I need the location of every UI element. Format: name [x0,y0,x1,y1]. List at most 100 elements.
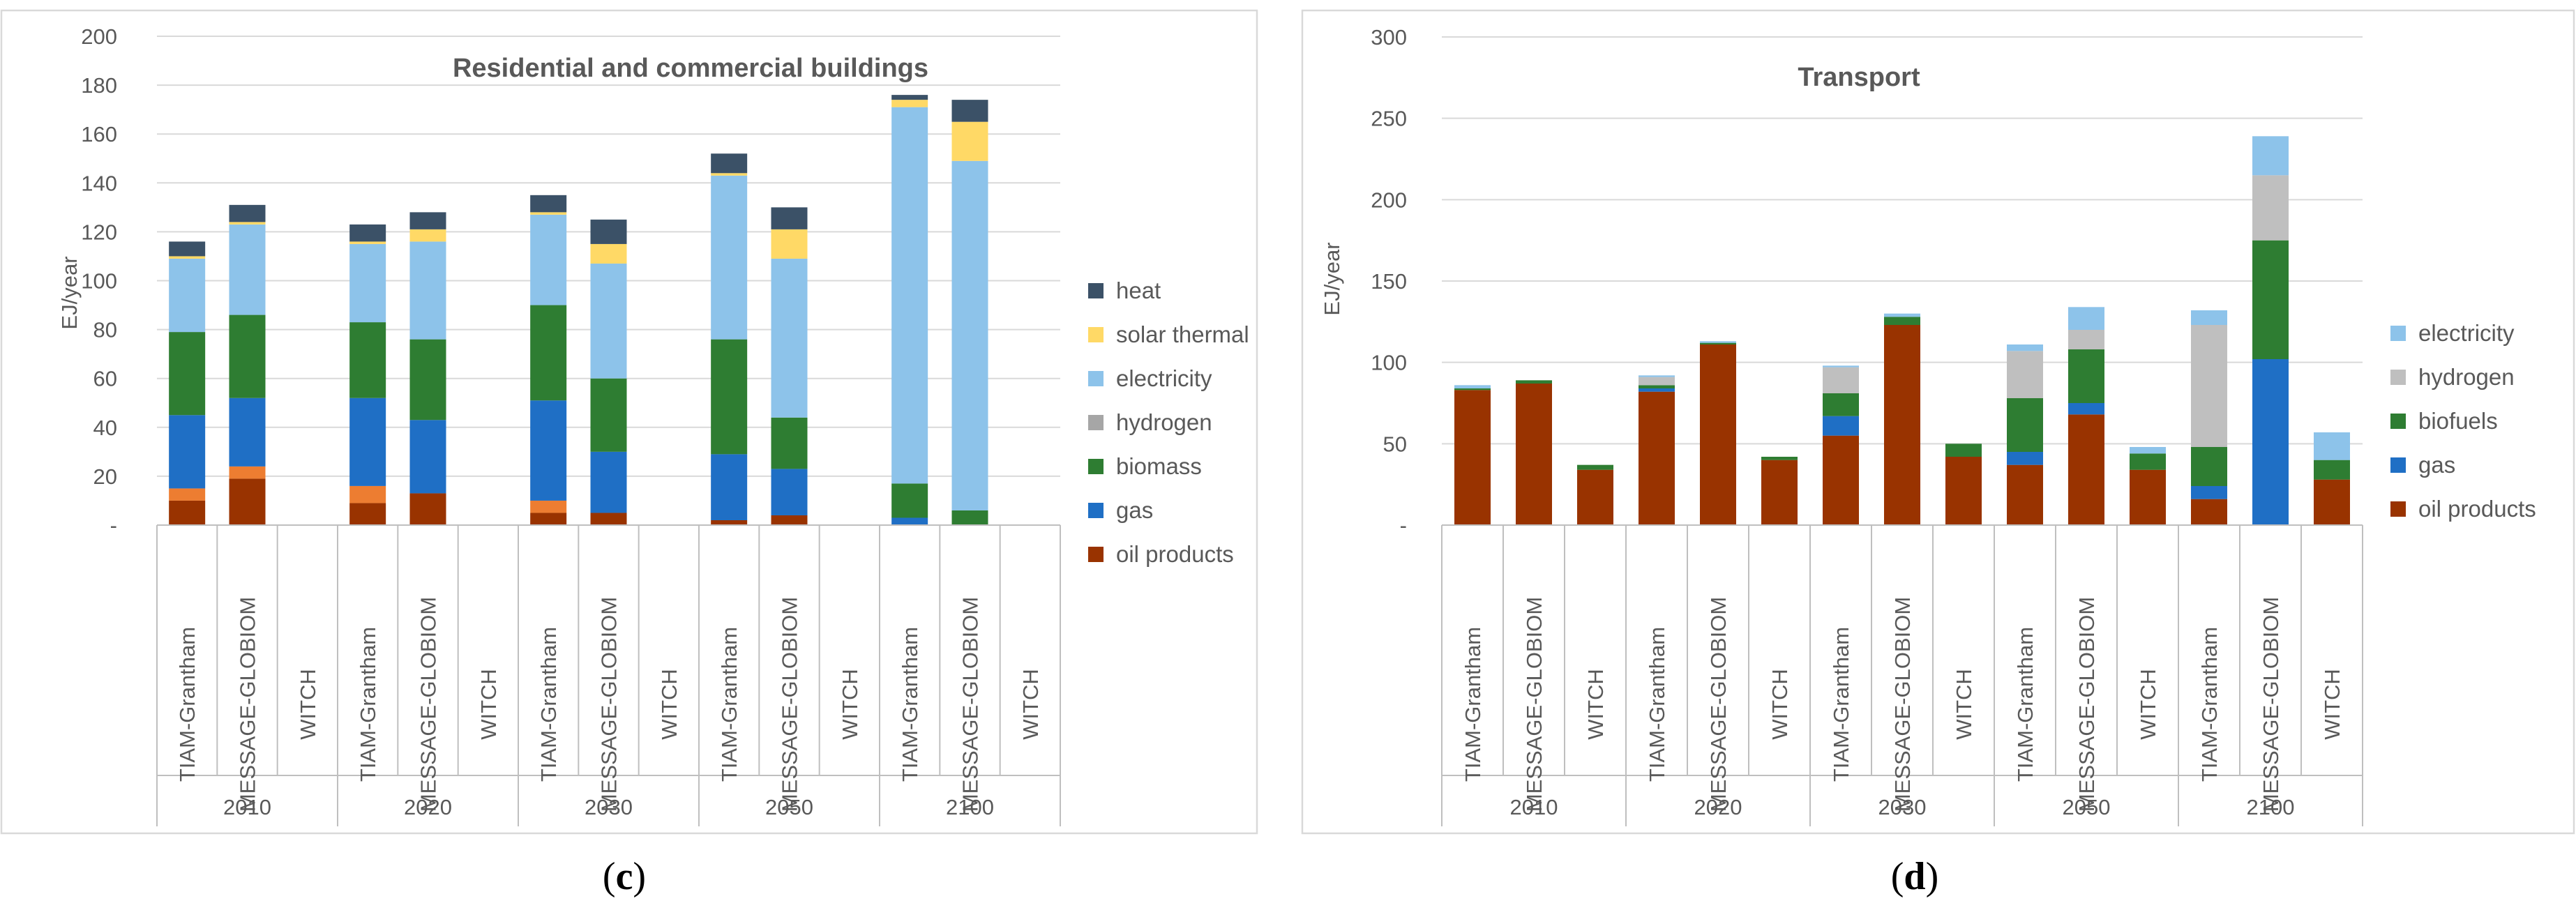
y-tick-label: 150 [1371,269,1407,294]
y-tick-label: 200 [1371,188,1407,212]
category-label-message-globiom: MESSAGE-GLOBIOM [1522,597,1546,812]
bar-segment-oil-products [1823,435,1859,525]
category-label-tiam-grantham: TIAM-Grantham [1645,627,1669,782]
bar-segment-biomass [891,483,928,518]
category-label-message-globiom: MESSAGE-GLOBIOM [2259,597,2283,812]
bar-segment-biofuels [1945,444,1982,457]
y-tick-label: 160 [81,122,117,146]
bar-segment-oil-products [1639,391,1675,525]
bar-segment-electricity [169,258,206,333]
legend-swatch-heat [1088,283,1104,298]
y-tick-label: 40 [93,416,117,440]
legend-label-oil-products: oil products [2418,496,2536,522]
bar-segment-heat [951,100,988,122]
bar-segment-gas [590,451,627,513]
bar-segment-electricity [2007,344,2043,351]
bar-segment-oil-products [1454,390,1491,525]
category-label-tiam-grantham: TIAM-Grantham [2197,627,2222,782]
category-label-witch: WITCH [1583,669,1608,740]
category-label-tiam-grantham: TIAM-Grantham [536,627,561,782]
y-tick-label: 120 [81,220,117,244]
bar-segment-biofuels [2130,453,2166,470]
y-tick-label: 80 [93,318,117,342]
legend-label-oil-products: oil products [1116,541,1234,567]
legend-label-hydrogen: hydrogen [2418,364,2515,390]
bar-segment-biofuels [1516,380,1552,384]
panel-c-category-axis: TIAM-Grantham MESSAGE-GLOBIOM WITCH TIAM-Gr… [156,524,1061,826]
legend-label-biofuels: biofuels [2418,408,2498,434]
bar-segment-biofuels [1577,464,1613,470]
bar-segment-electricity [229,224,266,315]
bar-segment-electricity [2068,307,2104,330]
bar-segment-oil-products [1884,325,1920,525]
legend-swatch-oil-products [1088,547,1104,562]
legend-label-hydrogen: hydrogen [1116,409,1212,435]
bar-segment-coal [169,488,206,501]
category-label-witch: WITCH [1768,669,1792,740]
panel-d-transport-chart: Transport EJ/year - 50 100 150 200 250 300 TIA… [1301,9,2575,835]
legend-swatch-biomass [1088,459,1104,474]
bar-segment-hydrogen [1823,367,1859,393]
bar-segment-heat [530,195,567,213]
bar-segment-gas [349,397,386,486]
bar-segment-solar-thermal [409,229,446,242]
bar-segment-biofuels [1823,393,1859,416]
bar-segment-oil-products [711,520,748,525]
category-label-witch: WITCH [1952,669,1976,740]
bar-segment-biofuels [1454,388,1491,391]
category-label-message-globiom: MESSAGE-GLOBIOM [778,597,802,812]
bar-segment-biofuels [2068,349,2104,403]
legend-label-heat: heat [1116,278,1161,303]
bar-segment-gas [2191,486,2227,499]
legend-label-electricity: electricity [1116,365,1212,391]
bar-segment-oil-products [1577,469,1613,525]
year-label: 2030 [585,795,633,819]
category-label-message-globiom: MESSAGE-GLOBIOM [416,597,441,812]
panel-d-frame [1301,9,2575,835]
bar-segment-coal [530,500,567,513]
bar-segment-gas [1639,388,1675,392]
subcaption-d: (d) [1891,855,1938,898]
bar-segment-oil-products [169,500,206,525]
bar-segment-oil-products [2314,479,2350,525]
legend-label-gas: gas [2418,452,2455,478]
bar-segment-gas [530,400,567,501]
category-label-witch: WITCH [657,669,681,740]
bar-segment-hydrogen [2252,175,2289,241]
bar-segment-oil-products [1945,457,1982,525]
bar-segment-biomass [711,339,748,455]
bar-segment-gas [229,397,266,467]
category-label-witch: WITCH [476,669,501,740]
category-label-message-globiom: MESSAGE-GLOBIOM [597,597,622,812]
bar-segment-electricity [2130,447,2166,454]
bar-segment-biomass [771,417,808,469]
year-label: 2100 [2247,795,2295,819]
category-label-message-globiom: MESSAGE-GLOBIOM [958,597,983,812]
category-label-tiam-grantham: TIAM-Grantham [356,627,380,782]
bar-segment-gas [2252,359,2289,525]
bar-segment-hydrogen [2068,330,2104,349]
bar-segment-oil-products [2130,469,2166,525]
bar-segment-solar-thermal [169,256,206,259]
bar-segment-gas [2068,403,2104,415]
bar-segment-solar-thermal [229,222,266,225]
panel-c-legend: heat solar thermal electricity hydrogen biom… [1088,278,1249,567]
category-label-tiam-grantham: TIAM-Grantham [2013,627,2038,782]
bar-segment-oil-products [771,515,808,525]
bar-segment-gas [891,517,928,525]
bar-segment-hydrogen [2191,325,2227,447]
bar-segment-oil-products [349,503,386,525]
bar-segment-biomass [530,305,567,401]
bar-segment-biofuels [2191,447,2227,486]
subcaption-d-open: ( [1891,855,1904,898]
bar-segment-electricity [951,160,988,510]
panel-c-frame [0,9,1258,835]
bar-segment-gas [771,469,808,515]
bar-segment-heat [891,95,928,100]
legend-label-biomass: biomass [1116,453,1202,479]
legend-swatch-hydrogen [2390,370,2406,385]
category-label-tiam-grantham: TIAM-Grantham [175,627,199,782]
bar-segment-biomass [349,322,386,398]
y-tick-label: 60 [93,367,117,391]
bar-segment-electricity [2191,310,2227,325]
